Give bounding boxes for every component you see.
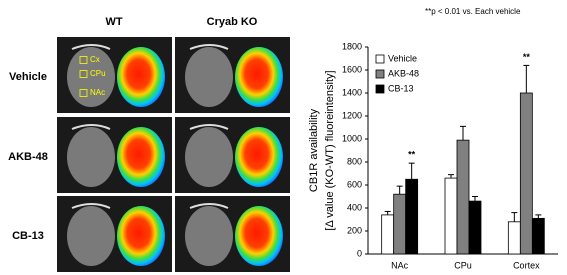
row-label: Vehicle xyxy=(9,71,47,83)
region-label: NAc xyxy=(90,88,105,97)
error-bar xyxy=(396,185,403,195)
x-tick-label: NAc xyxy=(391,260,409,270)
region-box xyxy=(79,56,88,64)
region-label: Cx xyxy=(90,55,100,64)
legend-swatch xyxy=(375,54,385,64)
row-label: AKB-48 xyxy=(8,151,48,163)
column-label: WT xyxy=(105,16,122,28)
note: **p < 0.01 vs. Each vehicle xyxy=(425,7,521,16)
brain-image xyxy=(71,203,111,209)
y-tick-label: 400 xyxy=(347,202,362,212)
bar xyxy=(381,214,395,255)
bar xyxy=(519,92,533,255)
bar xyxy=(468,200,482,255)
x-tick-label: Cortex xyxy=(513,260,540,270)
bar xyxy=(393,193,407,255)
y-tick-label: 0 xyxy=(357,248,362,258)
brain-image xyxy=(67,206,115,266)
y-tick-label: 600 xyxy=(347,179,362,189)
brain-image xyxy=(71,44,111,50)
bar xyxy=(531,217,545,255)
y-tick-label: 1800 xyxy=(342,41,362,51)
legend-swatch xyxy=(375,69,385,79)
heatmap-image xyxy=(235,47,283,107)
region-box xyxy=(79,70,88,78)
significance-mark: ** xyxy=(408,150,416,160)
brain-image xyxy=(185,127,233,187)
legend-swatch xyxy=(375,84,385,94)
heatmap-image xyxy=(117,127,165,187)
y-tick-label: 1600 xyxy=(342,64,362,74)
error-bar xyxy=(523,64,530,93)
x-tick-label: CPu xyxy=(454,260,472,270)
heatmap-image xyxy=(117,47,165,107)
error-bar xyxy=(448,174,454,179)
error-bar xyxy=(472,196,478,202)
error-bar xyxy=(384,210,391,215)
bar xyxy=(444,177,458,255)
brain-image xyxy=(185,47,233,107)
error-bar xyxy=(460,125,466,141)
y-axis-label: CB1R availability xyxy=(308,108,320,192)
row-label: CB-13 xyxy=(12,230,44,242)
y-tick-label: 800 xyxy=(347,156,362,166)
brain-image xyxy=(189,44,229,50)
region-box xyxy=(79,89,88,97)
brain-image xyxy=(67,127,115,187)
region-label: CPu xyxy=(90,69,106,78)
error-bar xyxy=(511,212,518,222)
bar xyxy=(456,139,470,255)
brain-image xyxy=(189,124,229,130)
y-tick-label: 1400 xyxy=(342,87,362,97)
error-bar xyxy=(408,162,415,180)
legend-label: Vehicle xyxy=(388,53,417,63)
y-axis-label: [Δ value (KO-WT) fluoreintensity] xyxy=(324,70,336,230)
heatmap-image xyxy=(235,127,283,187)
legend-label: AKB-48 xyxy=(388,68,419,78)
heatmap-image xyxy=(117,206,165,266)
brain-image xyxy=(185,206,233,266)
brain-image xyxy=(189,203,229,209)
y-tick-label: 200 xyxy=(347,225,362,235)
bar xyxy=(405,178,419,255)
column-label: Cryab KO xyxy=(207,16,258,28)
legend-label: CB-13 xyxy=(388,83,414,93)
bar xyxy=(507,221,521,255)
brain-image xyxy=(71,124,111,130)
y-tick-label: 1200 xyxy=(342,110,362,120)
significance-mark: ** xyxy=(523,52,531,62)
brain-image xyxy=(67,47,115,107)
error-bar xyxy=(535,214,542,219)
heatmap-image xyxy=(235,206,283,266)
y-tick-label: 1000 xyxy=(342,133,362,143)
